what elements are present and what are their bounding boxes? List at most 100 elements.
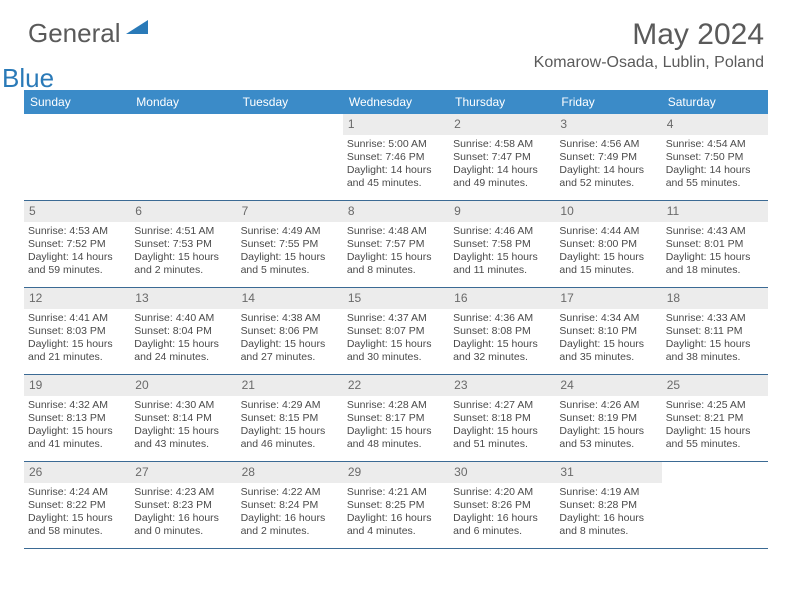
day-cell: 2Sunrise: 4:58 AMSunset: 7:47 PMDaylight…	[449, 114, 555, 200]
daylight-text: Daylight: 15 hours and 11 minutes.	[453, 251, 551, 277]
day-number: 17	[555, 288, 661, 309]
day-cell: 16Sunrise: 4:36 AMSunset: 8:08 PMDayligh…	[449, 288, 555, 374]
sunrise-text: Sunrise: 4:19 AM	[559, 486, 657, 499]
day-cell: 11Sunrise: 4:43 AMSunset: 8:01 PMDayligh…	[662, 201, 768, 287]
day-cell: 28 Sunrise: 4:22 AMSunset: 8:24 PMDayligh…	[237, 462, 343, 548]
sunset-text: Sunset: 7:55 PM	[241, 238, 339, 251]
day-cell: 20Sunrise: 4:30 AMSunset: 8:14 PMDayligh…	[130, 375, 236, 461]
daylight-text: Daylight: 15 hours and 18 minutes.	[666, 251, 764, 277]
weekday-friday: Friday	[555, 90, 661, 114]
daylight-text: Daylight: 15 hours and 27 minutes.	[241, 338, 339, 364]
sunset-text: Sunset: 8:17 PM	[347, 412, 445, 425]
day-cell: 13Sunrise: 4:40 AMSunset: 8:04 PMDayligh…	[130, 288, 236, 374]
weekday-monday: Monday	[130, 90, 236, 114]
logo: General Blue	[28, 18, 148, 80]
sunrise-text: Sunrise: 4:33 AM	[666, 312, 764, 325]
sunset-text: Sunset: 8:03 PM	[28, 325, 126, 338]
daylight-text: Daylight: 15 hours and 51 minutes.	[453, 425, 551, 451]
day-number	[24, 114, 130, 120]
sunset-text: Sunset: 8:08 PM	[453, 325, 551, 338]
day-number: 19	[24, 375, 130, 396]
sunrise-text: Sunrise: 4:48 AM	[347, 225, 445, 238]
sunrise-text: Sunrise: 4:23 AM	[134, 486, 232, 499]
sunset-text: Sunset: 8:22 PM	[28, 499, 126, 512]
daylight-text: Daylight: 15 hours and 58 minutes.	[28, 512, 126, 538]
weekday-saturday: Saturday	[662, 90, 768, 114]
sunset-text: Sunset: 8:06 PM	[241, 325, 339, 338]
day-cell: 30Sunrise: 4:20 AMSunset: 8:26 PMDayligh…	[449, 462, 555, 548]
daylight-text: Daylight: 15 hours and 5 minutes.	[241, 251, 339, 277]
day-cell: 23Sunrise: 4:27 AMSunset: 8:18 PMDayligh…	[449, 375, 555, 461]
day-number: 13	[130, 288, 236, 309]
day-cell: 26 Sunrise: 4:24 AMSunset: 8:22 PMDayligh…	[24, 462, 130, 548]
sunset-text: Sunset: 8:04 PM	[134, 325, 232, 338]
day-number: 29	[343, 462, 449, 483]
sunset-text: Sunset: 8:15 PM	[241, 412, 339, 425]
day-number: 1	[343, 114, 449, 135]
empty-cell	[662, 462, 768, 548]
daylight-text: Daylight: 16 hours and 8 minutes.	[559, 512, 657, 538]
sunset-text: Sunset: 7:57 PM	[347, 238, 445, 251]
empty-cell	[130, 114, 236, 200]
sunrise-text: Sunrise: 4:27 AM	[453, 399, 551, 412]
day-number: 28	[237, 462, 343, 483]
weekday-thursday: Thursday	[449, 90, 555, 114]
day-number	[130, 114, 236, 120]
sunset-text: Sunset: 7:47 PM	[453, 151, 551, 164]
week-row: 19Sunrise: 4:32 AMSunset: 8:13 PMDayligh…	[24, 375, 768, 462]
day-cell: 5Sunrise: 4:53 AMSunset: 7:52 PMDaylight…	[24, 201, 130, 287]
sunrise-text: Sunrise: 4:41 AM	[28, 312, 126, 325]
day-number: 24	[555, 375, 661, 396]
day-cell: 4Sunrise: 4:54 AMSunset: 7:50 PMDaylight…	[662, 114, 768, 200]
week-row: 5Sunrise: 4:53 AMSunset: 7:52 PMDaylight…	[24, 201, 768, 288]
day-number: 6	[130, 201, 236, 222]
sunrise-text: Sunrise: 4:20 AM	[453, 486, 551, 499]
daylight-text: Daylight: 15 hours and 21 minutes.	[28, 338, 126, 364]
daylight-text: Daylight: 15 hours and 53 minutes.	[559, 425, 657, 451]
sunset-text: Sunset: 7:58 PM	[453, 238, 551, 251]
daylight-text: Daylight: 16 hours and 6 minutes.	[453, 512, 551, 538]
sunset-text: Sunset: 8:13 PM	[28, 412, 126, 425]
sunrise-text: Sunrise: 4:40 AM	[134, 312, 232, 325]
sunrise-text: Sunrise: 4:51 AM	[134, 225, 232, 238]
title-block: May 2024 Komarow-Osada, Lublin, Poland	[534, 18, 764, 72]
day-cell: 12Sunrise: 4:41 AMSunset: 8:03 PMDayligh…	[24, 288, 130, 374]
day-cell: 14Sunrise: 4:38 AMSunset: 8:06 PMDayligh…	[237, 288, 343, 374]
logo-text-2: Blue	[2, 63, 54, 93]
day-cell: 21Sunrise: 4:29 AMSunset: 8:15 PMDayligh…	[237, 375, 343, 461]
week-row: 12Sunrise: 4:41 AMSunset: 8:03 PMDayligh…	[24, 288, 768, 375]
day-cell: 8Sunrise: 4:48 AMSunset: 7:57 PMDaylight…	[343, 201, 449, 287]
sunrise-text: Sunrise: 4:21 AM	[347, 486, 445, 499]
sunset-text: Sunset: 8:01 PM	[666, 238, 764, 251]
sunrise-text: Sunrise: 4:53 AM	[28, 225, 126, 238]
sunset-text: Sunset: 7:52 PM	[28, 238, 126, 251]
sunrise-text: Sunrise: 4:22 AM	[241, 486, 339, 499]
sunrise-text: Sunrise: 4:24 AM	[28, 486, 126, 499]
day-number: 18	[662, 288, 768, 309]
location-text: Komarow-Osada, Lublin, Poland	[534, 54, 764, 72]
day-number: 11	[662, 201, 768, 222]
daylight-text: Daylight: 15 hours and 48 minutes.	[347, 425, 445, 451]
logo-triangle-icon	[126, 18, 148, 34]
sunset-text: Sunset: 8:28 PM	[559, 499, 657, 512]
day-number: 22	[343, 375, 449, 396]
daylight-text: Daylight: 16 hours and 2 minutes.	[241, 512, 339, 538]
daylight-text: Daylight: 14 hours and 45 minutes.	[347, 164, 445, 190]
day-cell: 10Sunrise: 4:44 AMSunset: 8:00 PMDayligh…	[555, 201, 661, 287]
weekday-header: SundayMondayTuesdayWednesdayThursdayFrid…	[24, 90, 768, 114]
daylight-text: Daylight: 15 hours and 8 minutes.	[347, 251, 445, 277]
sunset-text: Sunset: 8:11 PM	[666, 325, 764, 338]
day-cell: 9Sunrise: 4:46 AMSunset: 7:58 PMDaylight…	[449, 201, 555, 287]
sunrise-text: Sunrise: 4:29 AM	[241, 399, 339, 412]
empty-cell	[237, 114, 343, 200]
daylight-text: Daylight: 15 hours and 32 minutes.	[453, 338, 551, 364]
daylight-text: Daylight: 15 hours and 35 minutes.	[559, 338, 657, 364]
day-number: 26	[24, 462, 130, 483]
sunset-text: Sunset: 8:24 PM	[241, 499, 339, 512]
week-row: 26Sunrise: 4:24 AMSunset: 8:22 PMDayligh…	[24, 462, 768, 549]
sunset-text: Sunset: 7:50 PM	[666, 151, 764, 164]
day-number: 20	[130, 375, 236, 396]
day-number	[662, 462, 768, 468]
sunset-text: Sunset: 7:49 PM	[559, 151, 657, 164]
sunrise-text: Sunrise: 4:49 AM	[241, 225, 339, 238]
